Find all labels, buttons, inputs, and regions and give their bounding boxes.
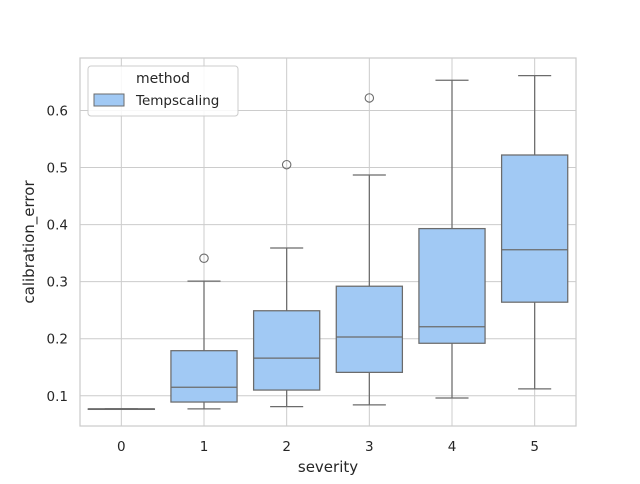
legend-swatch-tempscaling [93,93,125,107]
legend: method Tempscaling [87,65,239,117]
y-tick-label: 0.1 [47,389,68,405]
tick-layer: 0.1 0.2 0.3 0.4 0.5 0.6 0 1 2 3 4 5 [47,103,539,455]
y-tick-label: 0.2 [47,332,68,348]
box-group-3 [335,93,404,406]
outlier-point [364,93,375,103]
x-tick-label: 0 [117,439,126,455]
box-iqr [418,227,486,344]
x-tick-label: 5 [530,439,539,455]
box-group-0 [87,408,156,411]
box-group-1 [170,253,238,410]
x-tick-label: 1 [200,439,209,455]
box-group-5 [500,75,569,390]
legend-frame [87,65,239,117]
box-iqr [335,285,404,373]
x-tick-label: 3 [365,439,374,455]
plot-frame [79,57,577,427]
box-iqr [170,350,238,403]
y-tick-label: 0.6 [47,103,68,119]
outlier-point [199,253,209,264]
x-tick-label: 2 [282,439,291,455]
y-tick-label: 0.4 [47,218,68,234]
box-layer [87,75,569,411]
outlier-point [281,159,292,170]
y-tick-label: 0.3 [47,275,68,291]
box-iqr [500,154,569,303]
box-group-2 [252,159,321,408]
box-group-4 [418,79,486,399]
box-iqr [252,310,321,391]
y-tick-label: 0.5 [47,161,68,177]
x-tick-label: 4 [448,439,457,455]
legend-title: method [136,71,190,87]
legend-entry-tempscaling: Tempscaling [135,93,219,109]
x-axis-label: severity [298,458,358,476]
y-axis-label: calibration_error [20,180,39,304]
